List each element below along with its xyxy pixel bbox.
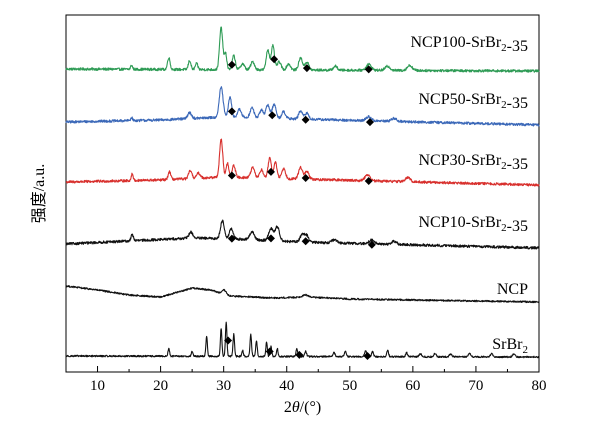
peak-marker-5-1 bbox=[265, 347, 274, 356]
peak-marker-5-0 bbox=[224, 336, 233, 345]
plot-frame bbox=[65, 14, 540, 373]
peak-marker-2-0 bbox=[227, 171, 236, 180]
peak-marker-0-2 bbox=[302, 64, 311, 73]
peak-marker-5-2 bbox=[295, 350, 304, 359]
peak-marker-1-0 bbox=[227, 107, 236, 116]
peak-marker-5-3 bbox=[363, 352, 372, 361]
series-line-1 bbox=[65, 86, 540, 127]
series-line-5 bbox=[65, 321, 540, 359]
series-label-1: NCP50-SrBr2-35 bbox=[418, 91, 528, 112]
peak-marker-1-2 bbox=[301, 115, 310, 124]
x-tick-label-40: 40 bbox=[279, 378, 294, 394]
x-tick-label-70: 70 bbox=[468, 378, 483, 394]
peak-marker-0-1 bbox=[270, 55, 279, 64]
x-tick-label-50: 50 bbox=[342, 378, 357, 394]
x-tick-label-30: 30 bbox=[216, 378, 231, 394]
series-line-3 bbox=[65, 219, 540, 250]
series-line-0 bbox=[65, 26, 540, 73]
series-label-4: NCP bbox=[497, 281, 528, 298]
x-tick-label-20: 20 bbox=[153, 378, 168, 394]
x-tick-label-10: 10 bbox=[90, 378, 105, 394]
series-label-0: NCP100-SrBr2-35 bbox=[410, 34, 528, 55]
series-line-2 bbox=[65, 138, 540, 187]
peak-marker-0-0 bbox=[227, 60, 236, 69]
peak-marker-1-1 bbox=[268, 111, 277, 120]
peak-marker-3-1 bbox=[266, 234, 275, 243]
peak-marker-3-3 bbox=[367, 240, 376, 249]
peak-marker-0-3 bbox=[364, 65, 373, 74]
peak-marker-3-2 bbox=[301, 237, 310, 246]
peak-marker-2-2 bbox=[301, 173, 310, 182]
series-label-2: NCP30-SrBr2-35 bbox=[418, 152, 528, 173]
peak-marker-1-3 bbox=[365, 118, 374, 127]
x-tick-label-60: 60 bbox=[405, 378, 420, 394]
peak-marker-2-3 bbox=[364, 176, 373, 185]
series-label-3: NCP10-SrBr2-35 bbox=[418, 214, 528, 235]
peak-marker-3-0 bbox=[227, 234, 236, 243]
x-axis-title: 2θ/(°) bbox=[284, 399, 321, 416]
x-tick-label-80: 80 bbox=[532, 378, 547, 394]
y-axis-title: 强度/a.u. bbox=[30, 164, 48, 224]
series-line-4 bbox=[65, 285, 540, 304]
peak-marker-2-1 bbox=[266, 167, 275, 176]
series-label-5: SrBr2 bbox=[492, 336, 528, 356]
